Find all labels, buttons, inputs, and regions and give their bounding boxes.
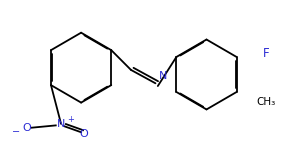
Text: F: F (263, 47, 269, 60)
Text: O: O (22, 123, 31, 133)
Text: CH₃: CH₃ (257, 97, 276, 107)
Text: N: N (158, 71, 167, 81)
Text: N: N (57, 119, 65, 129)
Text: O: O (80, 129, 88, 139)
Text: +: + (67, 115, 74, 124)
Text: −: − (12, 127, 20, 137)
